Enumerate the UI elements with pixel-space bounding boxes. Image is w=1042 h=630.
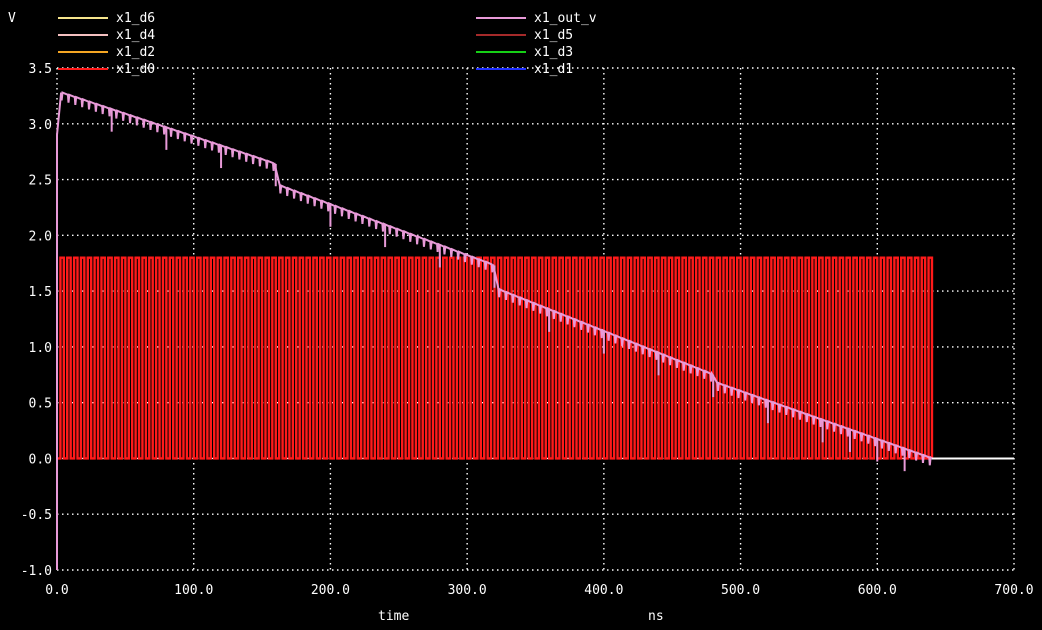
- legend-label-x1-d3: x1_d3: [534, 45, 573, 60]
- y-tick-label: -0.5: [21, 508, 52, 523]
- x-tick-label: 500.0: [721, 583, 760, 598]
- x-tick-label: 700.0: [994, 583, 1033, 598]
- plot-labels: V time ns: [8, 11, 664, 624]
- y-tick-label: 2.5: [29, 174, 52, 189]
- x-tick-label: 300.0: [448, 583, 487, 598]
- plot-legend: x1_d6 x1_d4 x1_d2 x1_d0 x1_out_v x1_d5 x1_d3 x1…: [58, 11, 597, 77]
- legend-label-x1-d2: x1_d2: [116, 45, 155, 60]
- x-tick-label: 200.0: [311, 583, 350, 598]
- series-x1-d0: [57, 256, 934, 460]
- legend-label-x1-out-v: x1_out_v: [534, 11, 597, 26]
- plot-axes: 0.0 100.0 200.0 300.0 400.0 500.0 600.0 700.0 3.…: [21, 62, 1034, 598]
- y-tick-label: 3.5: [29, 62, 52, 77]
- legend-label-x1-d5: x1_d5: [534, 28, 573, 43]
- plot-traces: [56, 91, 1014, 570]
- x-tick-label: 0.0: [45, 583, 68, 598]
- legend-label-x1-d0: x1_d0: [116, 62, 155, 77]
- x-tick-label: 600.0: [858, 583, 897, 598]
- y-unit-label: V: [8, 11, 16, 26]
- series-x1-out-v: [56, 91, 1014, 570]
- legend-label-x1-d4: x1_d4: [116, 28, 155, 43]
- x-tick-label: 100.0: [174, 583, 213, 598]
- legend-label-x1-d6: x1_d6: [116, 11, 155, 26]
- x-axis-label: time: [378, 609, 409, 624]
- y-tick-label: 1.5: [29, 285, 52, 300]
- y-tick-label: 2.0: [29, 229, 52, 244]
- y-tick-label: 3.0: [29, 118, 52, 133]
- y-tick-label: 0.0: [29, 452, 52, 467]
- x-unit-label: ns: [648, 609, 664, 624]
- y-tick-label: 0.5: [29, 397, 52, 412]
- y-tick-label: -1.0: [21, 564, 52, 579]
- x-tick-label: 400.0: [584, 583, 623, 598]
- y-tick-label: 1.0: [29, 341, 52, 356]
- legend-label-x1-d1: x1_d1: [534, 62, 573, 77]
